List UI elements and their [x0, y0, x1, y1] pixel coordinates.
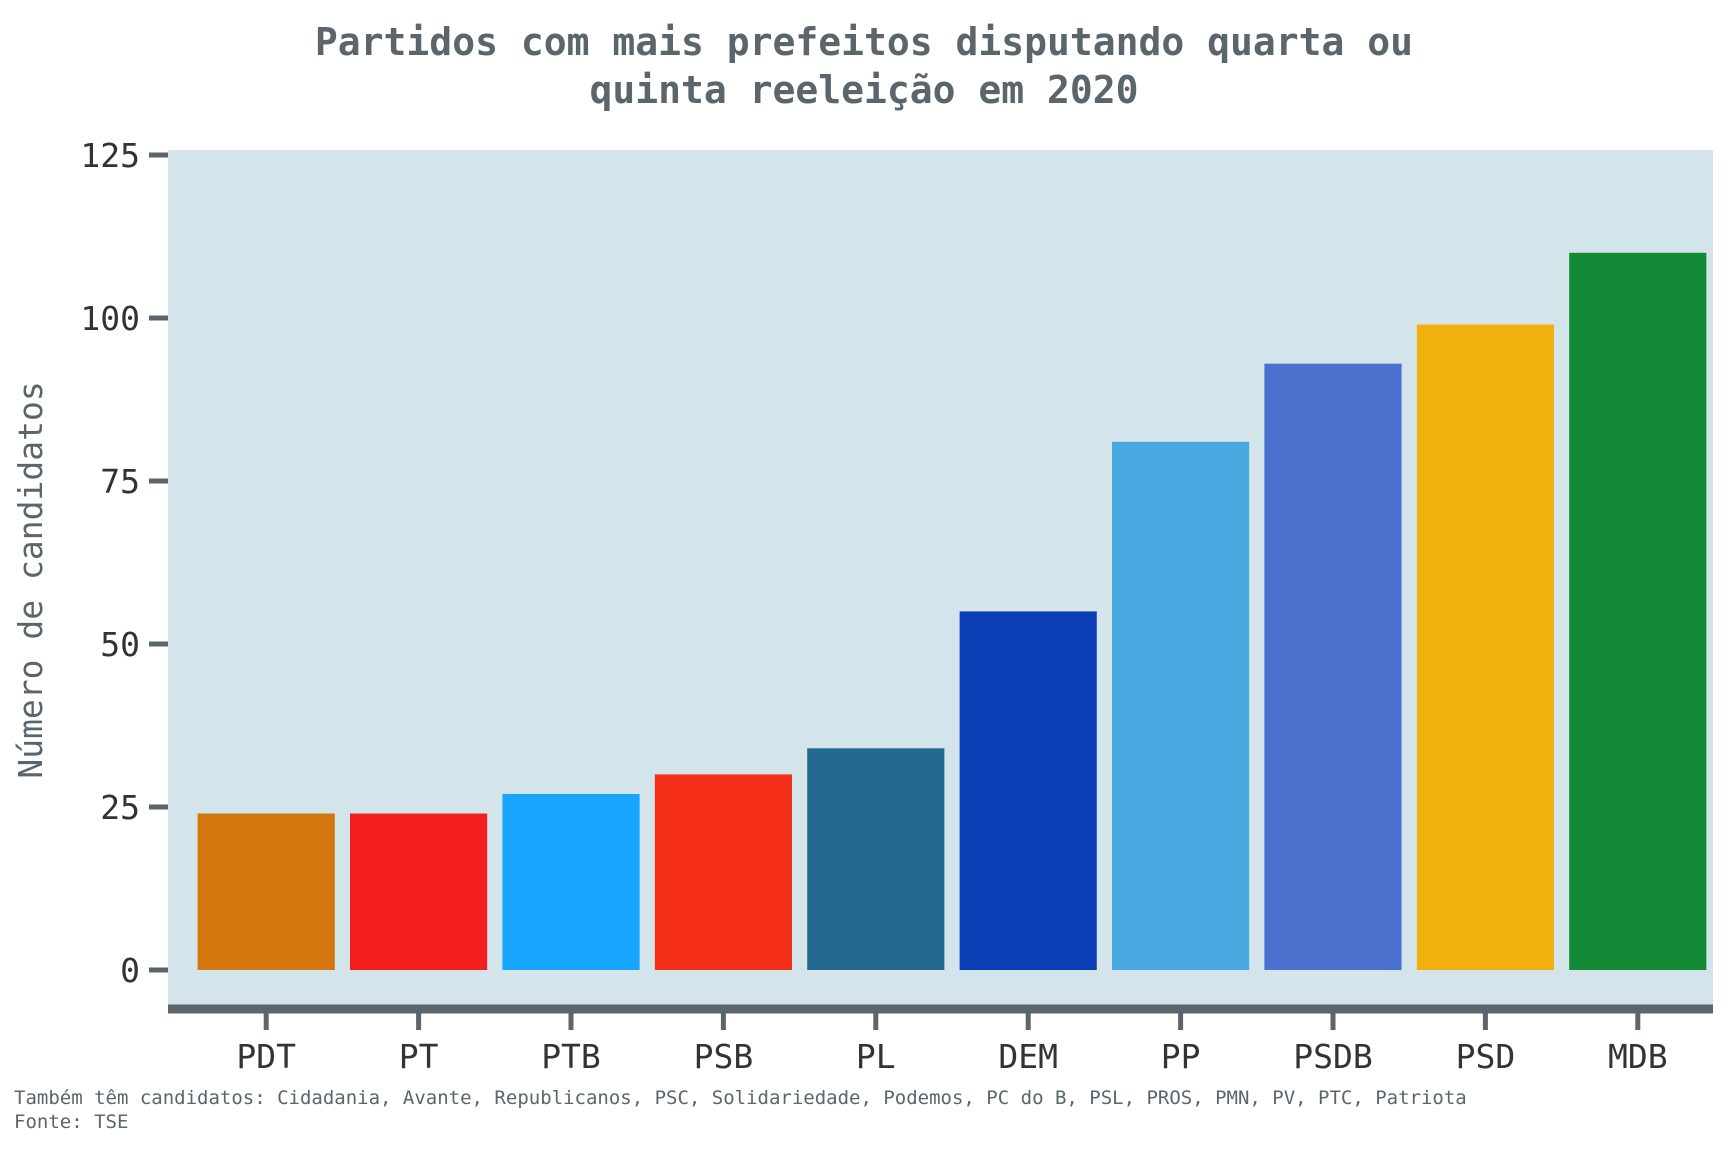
x-tick-label: PL [856, 1037, 896, 1076]
x-tick-label: MDB [1608, 1037, 1668, 1076]
bar-dem [959, 611, 1097, 970]
y-axis-label: Número de candidatos [11, 381, 50, 778]
chart-title-line-1: Partidos com mais prefeitos disputando q… [314, 20, 1414, 64]
bar-mdb [1569, 252, 1707, 971]
x-axis: PDT PT PTB PSB PL DEM PP PSDB PSD MDB [168, 1004, 1713, 1076]
x-tick-label: PSDB [1293, 1037, 1372, 1076]
y-axis: 0 25 50 75 100 125 [80, 136, 168, 990]
footnote-other-parties: Também têm candidatos: Cidadania, Avante… [14, 1087, 1467, 1109]
y-tick-label: 0 [120, 951, 140, 990]
y-tick-label: 100 [80, 299, 140, 338]
x-tick-label: PSB [694, 1037, 754, 1076]
x-tick-label: PTB [541, 1037, 601, 1076]
y-tick-label: 25 [100, 788, 140, 827]
bars [197, 252, 1707, 971]
y-tick-label: 50 [100, 625, 140, 664]
footnote-source: Fonte: TSE [14, 1111, 129, 1133]
bar-pt [350, 813, 488, 970]
x-tick-label: DEM [998, 1037, 1058, 1076]
y-tick-label: 75 [100, 462, 140, 501]
x-tick-label: PSD [1456, 1037, 1516, 1076]
chart-title-line-2: quinta reeleição em 2020 [589, 68, 1139, 112]
bar-pl [807, 748, 945, 970]
y-tick-label: 125 [80, 136, 140, 175]
bar-pdt [197, 813, 335, 970]
x-tick-label: PT [399, 1037, 439, 1076]
x-tick-label: PP [1161, 1037, 1201, 1076]
bar-pp [1112, 441, 1250, 970]
bar-ptb [502, 793, 640, 970]
x-tick-label: PDT [236, 1037, 296, 1076]
bar-psdb [1264, 363, 1402, 970]
chart-title: Partidos com mais prefeitos disputando q… [0, 18, 1728, 114]
bar-psd [1416, 324, 1554, 970]
bar-psb [654, 774, 792, 970]
